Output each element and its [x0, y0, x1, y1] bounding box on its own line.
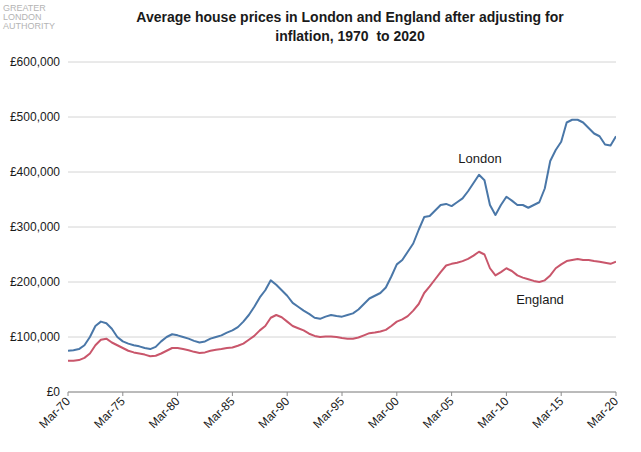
y-tick-label: £0: [47, 385, 61, 399]
x-tick: [342, 392, 343, 396]
grid-line: [68, 117, 616, 118]
x-tick: [451, 392, 452, 396]
grid-line: [68, 62, 616, 63]
x-tick: [616, 392, 617, 396]
y-tick-label: £500,000: [10, 110, 60, 124]
x-tick-label: Mar-85: [201, 394, 238, 431]
x-tick: [287, 392, 288, 396]
x-tick: [396, 392, 397, 396]
x-tick-label: Mar-75: [91, 394, 128, 431]
x-tick-label: Mar-90: [256, 394, 293, 431]
chart: GREATERLONDONAUTHORITY Average house pric…: [0, 0, 641, 452]
y-tick-label: £600,000: [10, 55, 60, 69]
plot-area: [68, 120, 616, 361]
grid-line: [68, 172, 616, 173]
x-tick-label: Mar-95: [310, 394, 347, 431]
series-line: [68, 252, 616, 361]
y-tick-label: £200,000: [10, 275, 60, 289]
x-tick: [122, 392, 123, 396]
logo: GREATERLONDONAUTHORITY: [3, 3, 55, 31]
x-tick-label: Mar-10: [475, 394, 512, 431]
x-tick-label: Mar-15: [530, 394, 567, 431]
x-tick: [177, 392, 178, 396]
x-tick: [561, 392, 562, 396]
x-tick: [232, 392, 233, 396]
series-label: England: [516, 292, 564, 307]
y-tick-label: £300,000: [10, 220, 60, 234]
x-tick-label: Mar-05: [420, 394, 457, 431]
x-tick-label: Mar-20: [584, 394, 621, 431]
title-line: inflation, 1970 to 2020: [275, 28, 425, 44]
y-tick-label: £100,000: [10, 330, 60, 344]
title-line: Average house prices in London and Engla…: [136, 9, 564, 25]
y-tick-label: £400,000: [10, 165, 60, 179]
x-tick: [506, 392, 507, 396]
x-tick-label: Mar-80: [146, 394, 183, 431]
series-label: London: [458, 151, 501, 166]
title: Average house prices in London and Engla…: [136, 9, 564, 44]
grid-line: [68, 227, 616, 228]
x-tick: [68, 392, 69, 396]
x-tick-label: Mar-70: [36, 394, 73, 431]
x-tick-label: Mar-00: [365, 394, 402, 431]
logo-line: AUTHORITY: [3, 21, 55, 31]
series-line: [68, 120, 616, 351]
